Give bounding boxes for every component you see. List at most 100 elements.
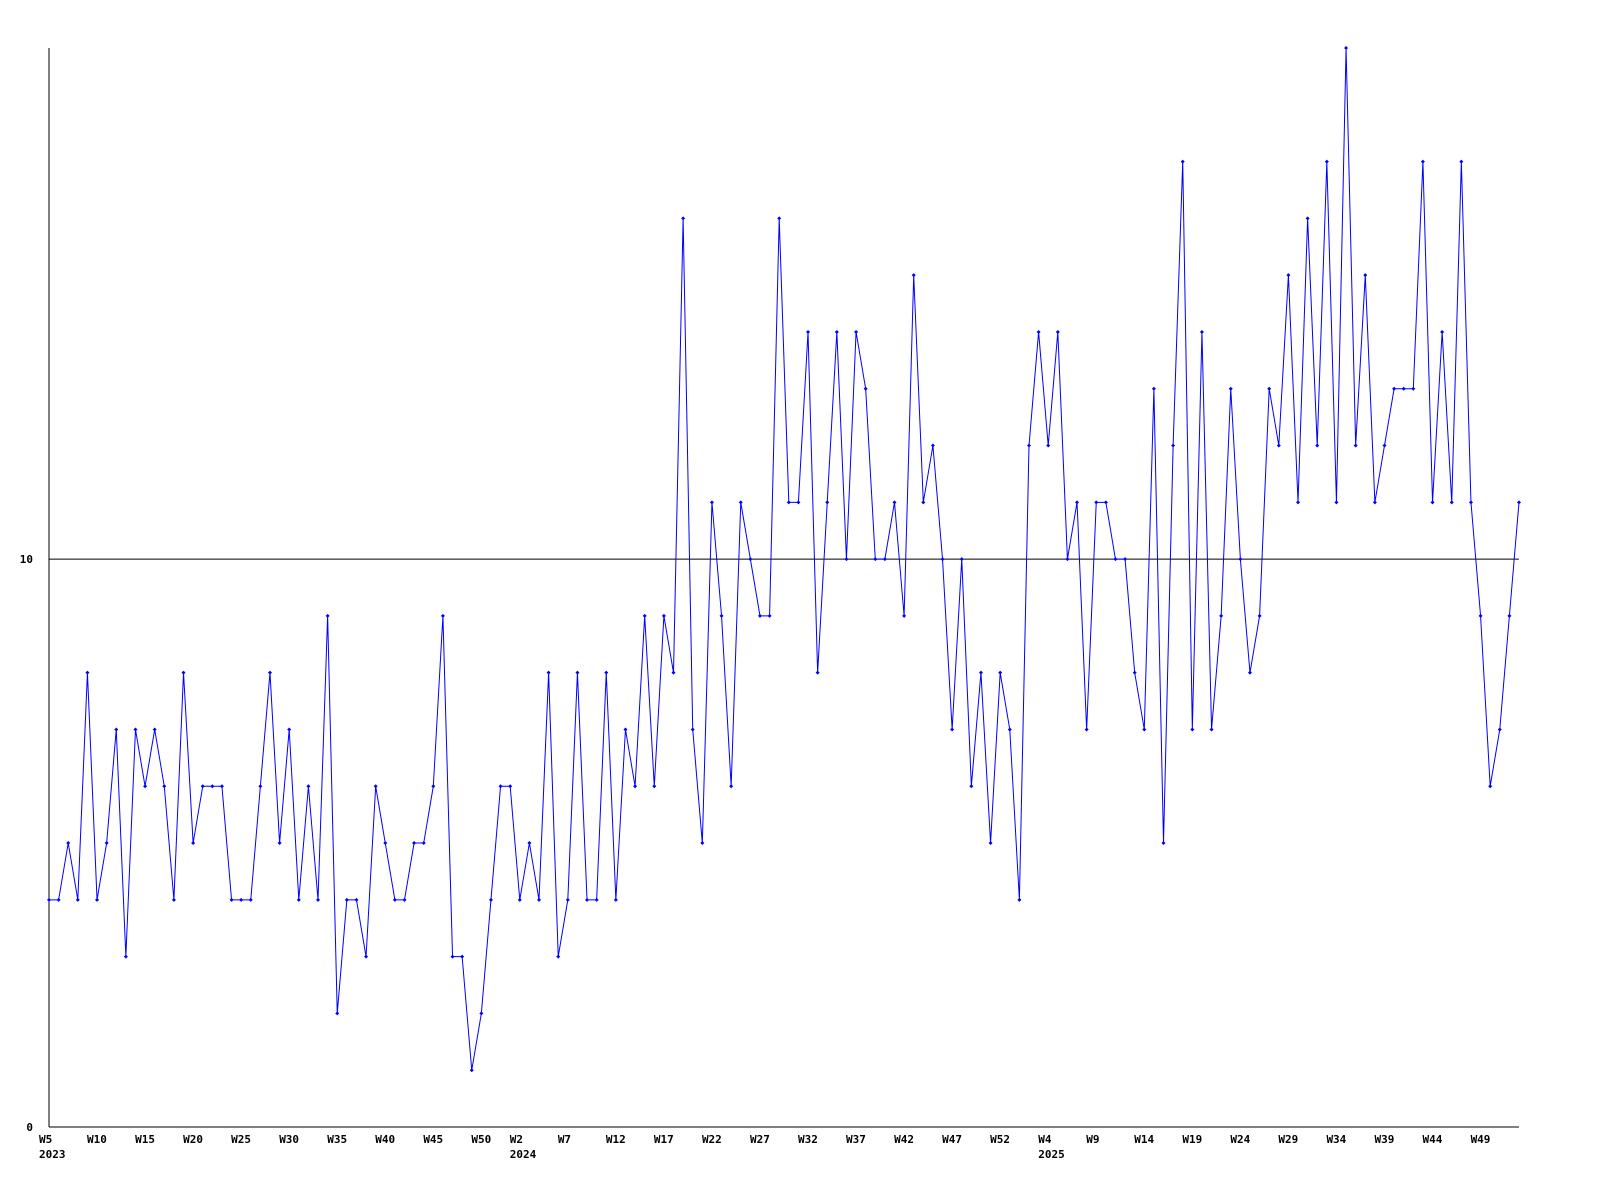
data-point [806, 329, 811, 334]
data-point [1315, 443, 1320, 448]
data-point [1392, 386, 1397, 391]
data-point [1027, 443, 1031, 448]
data-point [479, 1011, 484, 1016]
data-point [335, 1011, 340, 1016]
data-point [1113, 557, 1118, 562]
data-point [786, 500, 791, 505]
data-point [1305, 216, 1310, 221]
data-point [1257, 613, 1262, 618]
data-point [1055, 329, 1060, 334]
x-tick-label: W15 [135, 1133, 155, 1146]
data-point [633, 784, 638, 789]
data-point [1420, 159, 1425, 164]
data-point [556, 954, 561, 959]
x-tick-label: W50 [471, 1133, 491, 1146]
data-point [1046, 443, 1051, 448]
data-point [681, 216, 686, 221]
x-tick-label: W40 [375, 1133, 395, 1146]
data-point [863, 386, 868, 391]
data-point [1267, 386, 1272, 391]
data-point [978, 670, 983, 675]
x-tick-label: W12 [606, 1133, 626, 1146]
data-point [412, 841, 417, 846]
data-point [1449, 500, 1454, 505]
data-point [844, 557, 849, 562]
x-tick-label: W35 [327, 1133, 347, 1146]
data-point [690, 727, 695, 732]
data-point [1497, 727, 1502, 732]
x-tick-label: W45 [423, 1133, 443, 1146]
data-point [1161, 841, 1166, 846]
data-point [594, 897, 599, 902]
data-point [921, 500, 926, 505]
data-point [104, 841, 109, 846]
x-tick-label: W30 [279, 1133, 299, 1146]
x-tick-label: W24 [1230, 1133, 1250, 1146]
data-point [729, 784, 734, 789]
data-point [325, 613, 330, 618]
x-year-label: 2023 [39, 1148, 66, 1161]
data-point [1065, 557, 1070, 562]
data-point [219, 784, 224, 789]
data-point [719, 613, 724, 618]
data-point [1324, 159, 1329, 164]
x-tick-label: W9 [1086, 1133, 1099, 1146]
data-point [123, 954, 128, 959]
data-point [191, 841, 196, 846]
data-point [75, 897, 80, 902]
data-point [1517, 500, 1521, 505]
data-point [1219, 613, 1224, 618]
data-point [229, 897, 234, 902]
data-point [1286, 273, 1291, 278]
data-point [1103, 500, 1108, 505]
data-point [1382, 443, 1387, 448]
y-tick-label: 0 [26, 1121, 33, 1134]
data-point [930, 443, 935, 448]
y-tick-label: 10 [20, 553, 33, 566]
data-point [825, 500, 830, 505]
data-point [200, 784, 205, 789]
data-point [354, 897, 359, 902]
data-point [210, 784, 215, 789]
data-point [1401, 386, 1406, 391]
data-point [152, 727, 157, 732]
data-point [450, 954, 455, 959]
data-point [767, 613, 772, 618]
data-point [1488, 784, 1493, 789]
data-point [1036, 329, 1041, 334]
data-point [296, 897, 301, 902]
data-point [239, 897, 244, 902]
x-tick-label: W49 [1471, 1133, 1491, 1146]
data-point [623, 727, 628, 732]
data-point [892, 500, 897, 505]
data-point [1017, 897, 1022, 902]
data-point [546, 670, 551, 675]
data-point [267, 670, 272, 675]
data-point [604, 670, 609, 675]
data-point [47, 897, 51, 902]
data-point [1190, 727, 1195, 732]
data-point [364, 954, 369, 959]
data-point [431, 784, 436, 789]
data-point [1478, 613, 1483, 618]
data-point [1007, 727, 1012, 732]
x-year-label: 2024 [510, 1148, 537, 1161]
data-point [1363, 273, 1368, 278]
data-point [143, 784, 148, 789]
x-tick-label: W14 [1134, 1133, 1154, 1146]
data-point [585, 897, 590, 902]
data-point [1238, 557, 1243, 562]
data-point [1276, 443, 1281, 448]
data-point [1459, 159, 1464, 164]
data-point [815, 670, 820, 675]
data-point [527, 841, 532, 846]
x-tick-label: W17 [654, 1133, 674, 1146]
data-point [56, 897, 61, 902]
data-point [1353, 443, 1358, 448]
data-point [642, 613, 647, 618]
data-point [85, 670, 90, 675]
data-point [133, 727, 138, 732]
data-point [777, 216, 782, 221]
data-point [700, 841, 705, 846]
